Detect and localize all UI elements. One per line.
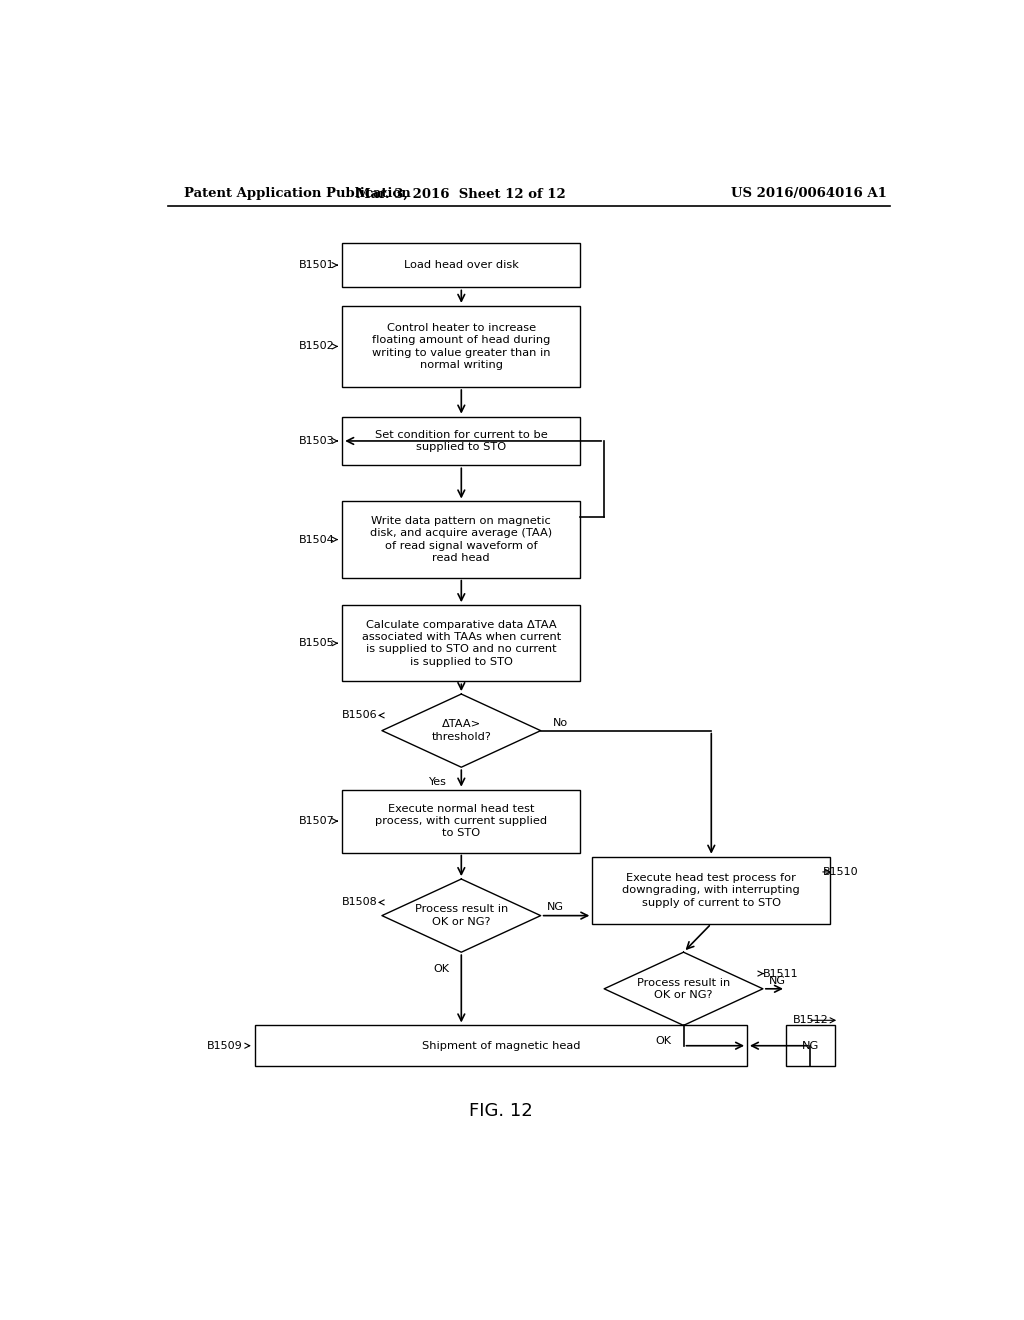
Polygon shape xyxy=(604,952,763,1026)
FancyBboxPatch shape xyxy=(785,1026,836,1067)
FancyBboxPatch shape xyxy=(342,306,581,387)
Text: Control heater to increase
floating amount of head during
writing to value great: Control heater to increase floating amou… xyxy=(372,323,551,370)
Text: Shipment of magnetic head: Shipment of magnetic head xyxy=(422,1040,581,1051)
Text: US 2016/0064016 A1: US 2016/0064016 A1 xyxy=(731,187,887,201)
Text: Load head over disk: Load head over disk xyxy=(403,260,519,271)
Text: B1512: B1512 xyxy=(793,1015,828,1026)
Text: Write data pattern on magnetic
disk, and acquire average (TAA)
of read signal wa: Write data pattern on magnetic disk, and… xyxy=(371,516,552,564)
Text: B1510: B1510 xyxy=(822,867,858,876)
Text: NG: NG xyxy=(547,903,564,912)
Polygon shape xyxy=(382,694,541,767)
Text: B1511: B1511 xyxy=(763,969,799,978)
Text: ΔTAA>
threshold?: ΔTAA> threshold? xyxy=(431,719,492,742)
Text: Execute normal head test
process, with current supplied
to STO: Execute normal head test process, with c… xyxy=(375,804,548,838)
Polygon shape xyxy=(382,879,541,952)
Text: Patent Application Publication: Patent Application Publication xyxy=(183,187,411,201)
Text: B1509: B1509 xyxy=(207,1040,243,1051)
Text: FIG. 12: FIG. 12 xyxy=(469,1102,532,1119)
Text: Yes: Yes xyxy=(429,777,446,788)
FancyBboxPatch shape xyxy=(255,1026,748,1067)
Text: B1508: B1508 xyxy=(342,898,378,907)
Text: No: No xyxy=(553,718,567,727)
Text: Execute head test process for
downgrading, with interrupting
supply of current t: Execute head test process for downgradin… xyxy=(623,873,800,908)
Text: NG: NG xyxy=(802,1040,819,1051)
Text: B1501: B1501 xyxy=(299,260,334,271)
FancyBboxPatch shape xyxy=(342,789,581,853)
Text: Set condition for current to be
supplied to STO: Set condition for current to be supplied… xyxy=(375,430,548,453)
Text: NG: NG xyxy=(769,975,786,986)
Text: B1507: B1507 xyxy=(299,816,334,826)
Text: OK: OK xyxy=(655,1036,672,1045)
Text: Process result in
OK or NG?: Process result in OK or NG? xyxy=(637,978,730,1001)
Text: OK: OK xyxy=(433,965,450,974)
Text: Calculate comparative data ΔTAA
associated with TAAs when current
is supplied to: Calculate comparative data ΔTAA associat… xyxy=(361,619,561,667)
FancyBboxPatch shape xyxy=(592,857,830,924)
Text: Process result in
OK or NG?: Process result in OK or NG? xyxy=(415,904,508,927)
FancyBboxPatch shape xyxy=(342,502,581,578)
FancyBboxPatch shape xyxy=(342,243,581,288)
FancyBboxPatch shape xyxy=(342,605,581,681)
FancyBboxPatch shape xyxy=(342,417,581,466)
Text: B1506: B1506 xyxy=(342,710,378,721)
Text: Mar. 3, 2016  Sheet 12 of 12: Mar. 3, 2016 Sheet 12 of 12 xyxy=(356,187,566,201)
Text: B1505: B1505 xyxy=(299,639,334,648)
Text: B1503: B1503 xyxy=(299,436,334,446)
Text: B1504: B1504 xyxy=(299,535,334,545)
Text: B1502: B1502 xyxy=(299,342,334,351)
